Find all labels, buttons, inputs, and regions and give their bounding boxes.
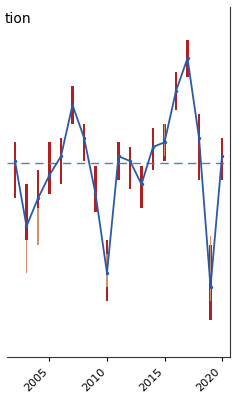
Bar	[83, 124, 85, 161]
Bar	[72, 86, 73, 124]
Bar	[95, 166, 96, 212]
Bar	[198, 114, 200, 180]
Bar	[210, 245, 212, 320]
Bar	[106, 240, 108, 301]
Bar	[175, 72, 177, 110]
Bar	[221, 138, 223, 180]
Bar	[25, 184, 27, 240]
Bar	[152, 128, 154, 170]
Bar	[210, 236, 211, 301]
Bar	[187, 40, 189, 77]
Bar	[118, 142, 119, 180]
Bar	[164, 124, 165, 161]
Bar	[60, 138, 62, 184]
Bar	[141, 166, 142, 208]
Bar	[14, 142, 16, 198]
Text: tion: tion	[5, 12, 31, 26]
Bar	[26, 240, 27, 273]
Bar	[129, 147, 131, 189]
Bar	[106, 254, 108, 287]
Bar	[164, 124, 165, 156]
Bar	[48, 142, 50, 194]
Bar	[37, 208, 39, 245]
Bar	[37, 170, 39, 217]
